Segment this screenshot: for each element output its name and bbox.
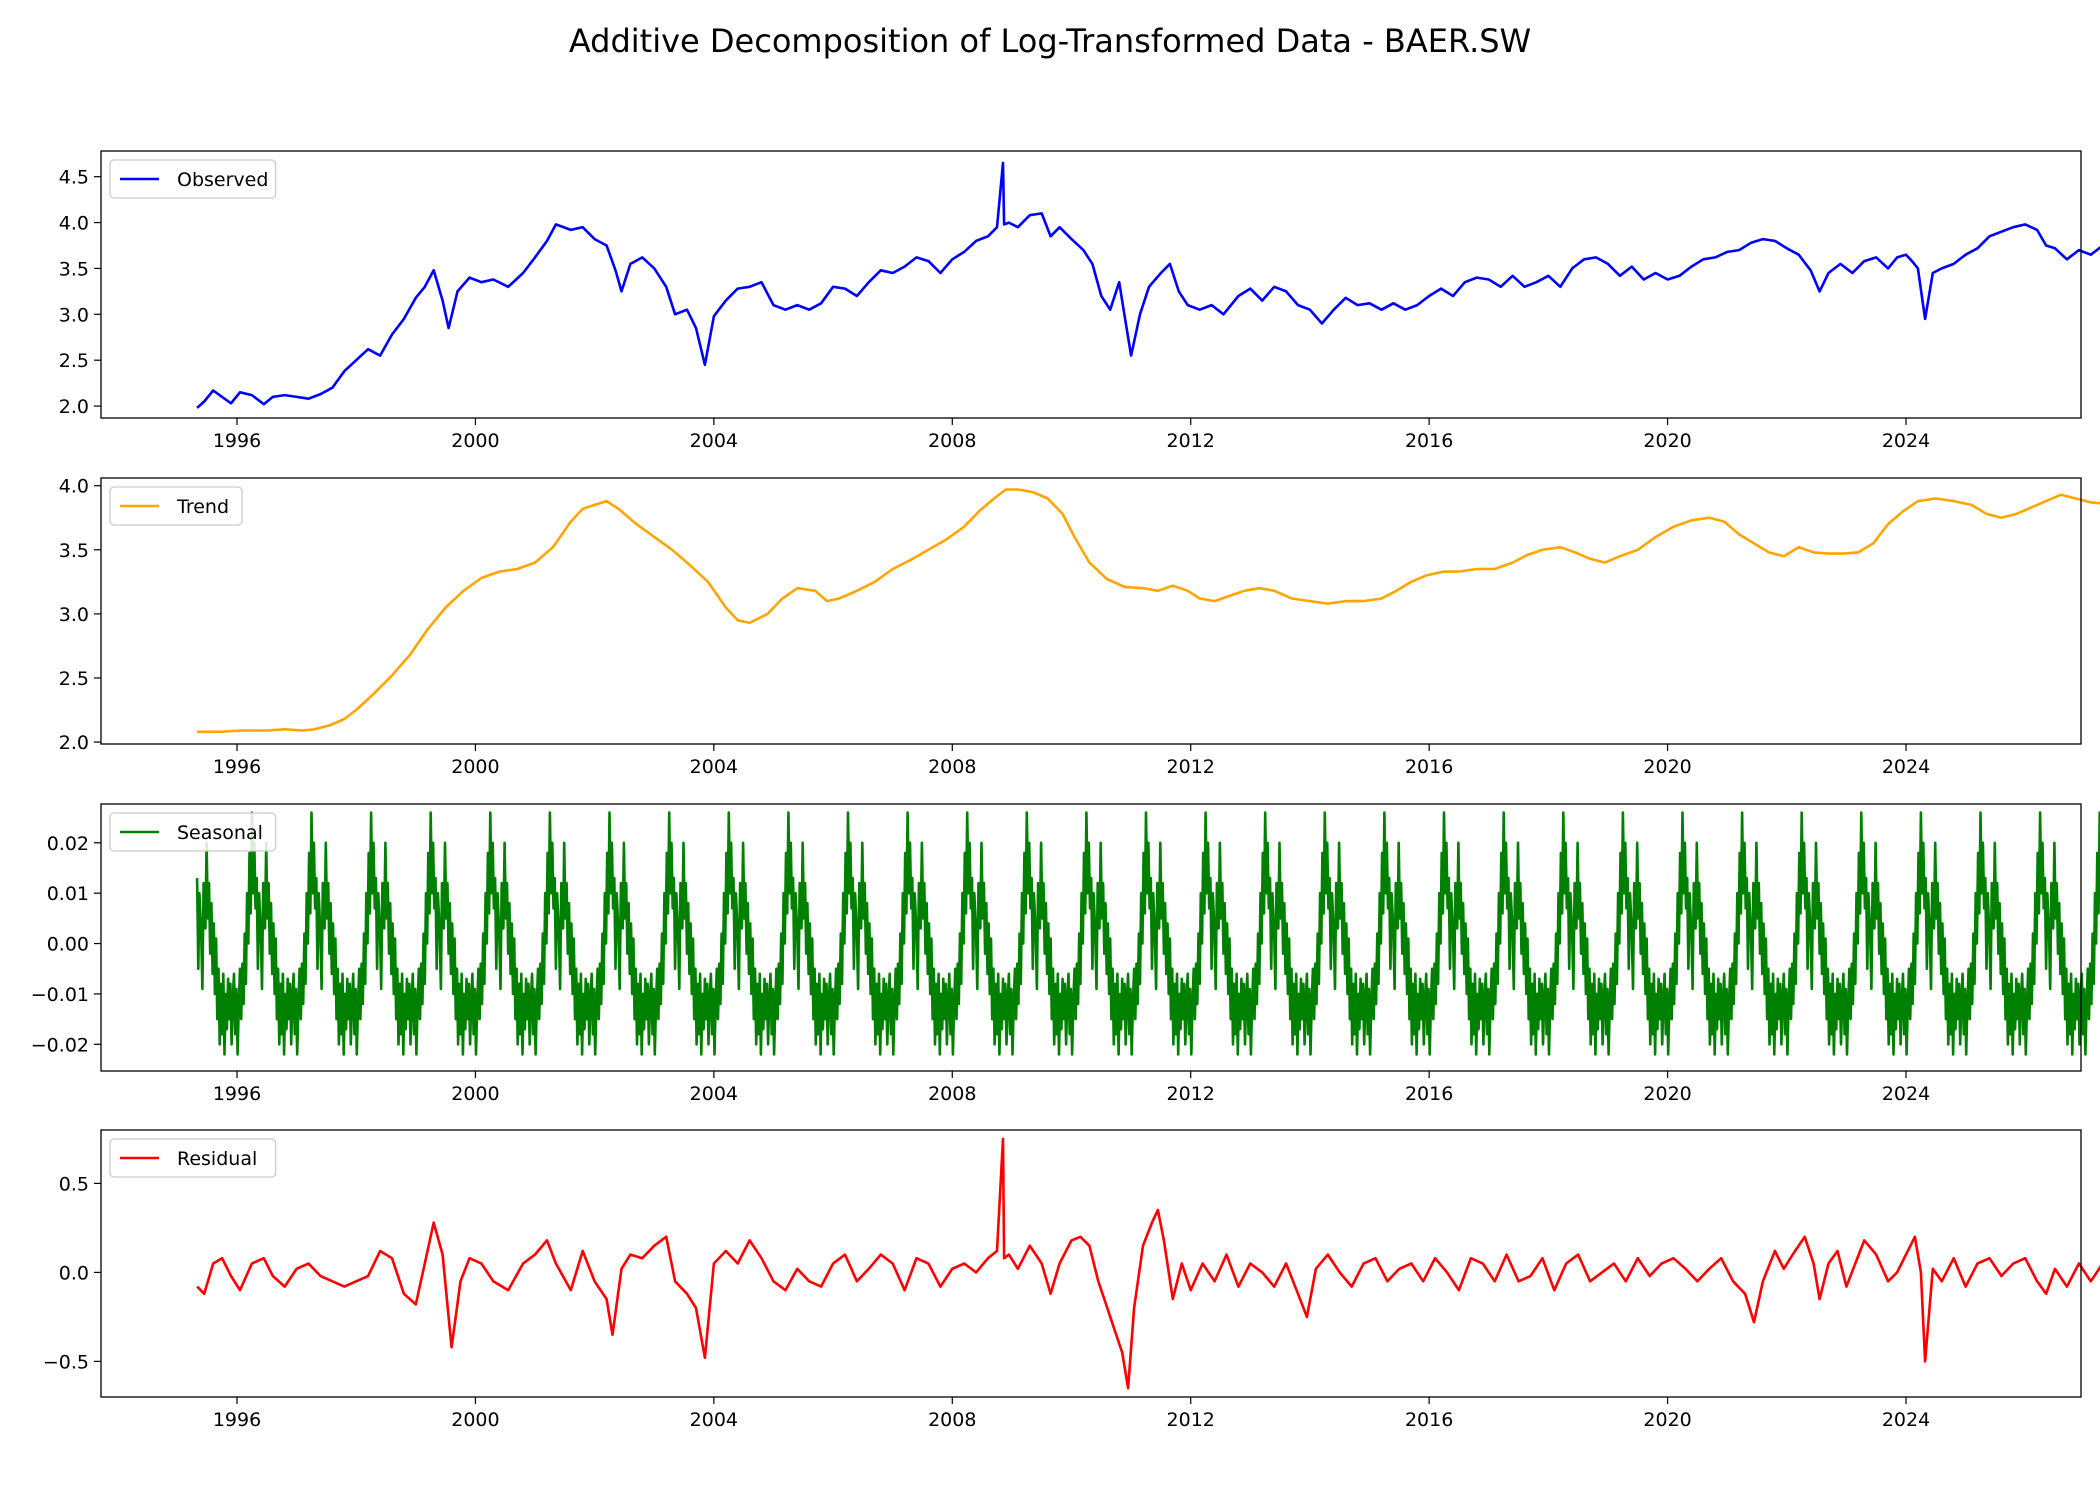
observed-y-tick-label: 4.5 — [59, 167, 89, 189]
observed-legend-label: Observed — [177, 169, 268, 191]
seasonal-series-line — [195, 811, 2100, 1056]
seasonal-x-tick-label: 2016 — [1405, 1083, 1453, 1105]
observed-y-tick-label: 2.5 — [59, 350, 89, 372]
seasonal-y-tick-label: −0.02 — [31, 1034, 89, 1056]
observed-panel: 1996 2000 2004 2008 2012 2016 2020 2024 2.0 2.5 3.… — [59, 150, 2100, 452]
trend-x-tick-label: 2004 — [690, 756, 738, 778]
residual-legend-box — [109, 1138, 277, 1178]
trend-legend-label: Trend — [176, 496, 229, 518]
observed-x-tick-label: 2008 — [928, 430, 976, 452]
seasonal-x-tick-label: 2004 — [690, 1083, 738, 1105]
seasonal-x-tick-label: 1996 — [213, 1083, 261, 1105]
residual-x-tick-label: 1996 — [213, 1409, 261, 1431]
residual-x-tick-label: 2016 — [1405, 1409, 1453, 1431]
residual-y-tick-label: −0.5 — [43, 1351, 89, 1373]
residual-x-tick-label: 2020 — [1643, 1409, 1691, 1431]
seasonal-y-tick-label: 0.02 — [47, 833, 89, 855]
trend-legend-box — [109, 486, 243, 526]
observed-axes-frame — [100, 150, 2082, 419]
figure-title: Additive Decomposition of Log-Transforme… — [568, 22, 1532, 60]
observed-x-tick-label: 2004 — [690, 430, 738, 452]
trend-y-tick-label: 3.5 — [59, 540, 89, 562]
observed-x-tick-label: 2012 — [1167, 430, 1215, 452]
residual-series-line — [196, 1137, 2100, 1390]
residual-legend-label: Residual — [177, 1148, 257, 1170]
observed-x-tick-label: 2000 — [451, 430, 499, 452]
residual-x-tick-label: 2008 — [928, 1409, 976, 1431]
residual-y-tick-label: 0.5 — [59, 1173, 89, 1195]
observed-x-tick-label: 2016 — [1405, 430, 1453, 452]
observed-x-tick-label: 2024 — [1882, 430, 1930, 452]
seasonal-y-tick-label: 0.01 — [47, 883, 89, 905]
observed-y-tick-label: 3.0 — [59, 304, 89, 326]
trend-x-tick-label: 2024 — [1882, 756, 1930, 778]
trend-y-tick-label: 2.5 — [59, 668, 89, 690]
observed-y-tick-label: 3.5 — [59, 258, 89, 280]
seasonal-x-tick-label: 2012 — [1167, 1083, 1215, 1105]
observed-x-tick-label: 2020 — [1643, 430, 1691, 452]
residual-axes-frame — [100, 1129, 2082, 1398]
trend-axes-frame — [100, 477, 2082, 745]
residual-x-tick-label: 2004 — [690, 1409, 738, 1431]
residual-y-tick-label: 0.0 — [59, 1262, 89, 1284]
residual-legend: Residual — [109, 1138, 277, 1178]
residual-x-tick-label: 2024 — [1882, 1409, 1930, 1431]
seasonal-y-tick-label: −0.01 — [31, 984, 89, 1006]
observed-y-tick-label: 2.0 — [59, 396, 89, 418]
observed-series-line — [196, 161, 2100, 409]
trend-legend: Trend — [109, 486, 243, 526]
trend-y-tick-label: 3.0 — [59, 604, 89, 626]
seasonal-axes-frame — [100, 803, 2082, 1072]
residual-x-tick-label: 2000 — [451, 1409, 499, 1431]
observed-legend: Observed — [109, 159, 277, 199]
trend-x-tick-label: 2012 — [1167, 756, 1215, 778]
seasonal-x-tick-label: 2024 — [1882, 1083, 1930, 1105]
observed-legend-box — [109, 159, 277, 199]
seasonal-y-tick-label: 0.00 — [47, 934, 89, 956]
trend-series-line — [197, 488, 2100, 734]
seasonal-x-tick-label: 2008 — [928, 1083, 976, 1105]
trend-y-tick-label: 2.0 — [59, 732, 89, 754]
trend-x-tick-label: 2008 — [928, 756, 976, 778]
seasonal-legend: Seasonal — [109, 812, 277, 852]
seasonal-panel: 1996 2000 2004 2008 2012 2016 2020 2024 −0.02 −0.… — [31, 803, 2100, 1105]
trend-x-tick-label: 1996 — [213, 756, 261, 778]
trend-x-tick-label: 2016 — [1405, 756, 1453, 778]
trend-y-tick-label: 4.0 — [59, 476, 89, 498]
residual-x-tick-label: 2012 — [1167, 1409, 1215, 1431]
trend-x-tick-label: 2020 — [1643, 756, 1691, 778]
residual-panel: 1996 2000 2004 2008 2012 2016 2020 2024 −0.5 0.0 0… — [43, 1129, 2100, 1431]
observed-x-tick-label: 1996 — [213, 430, 261, 452]
seasonal-legend-box — [109, 812, 277, 852]
seasonal-x-tick-label: 2020 — [1643, 1083, 1691, 1105]
trend-x-tick-label: 2000 — [451, 756, 499, 778]
seasonal-x-tick-label: 2000 — [451, 1083, 499, 1105]
observed-y-tick-label: 4.0 — [59, 213, 89, 235]
trend-panel: 1996 2000 2004 2008 2012 2016 2020 2024 2.0 2.5 3.… — [59, 476, 2100, 778]
seasonal-legend-label: Seasonal — [177, 822, 263, 844]
